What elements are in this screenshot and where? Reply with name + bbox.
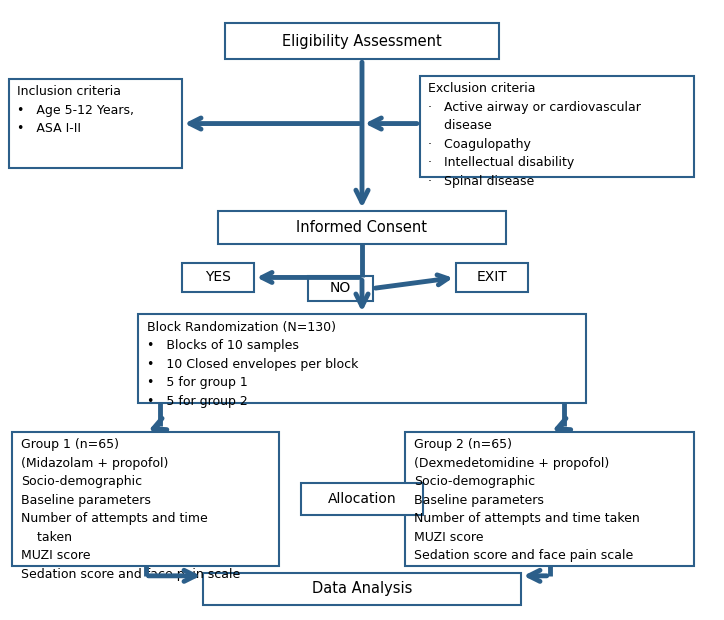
Text: YES: YES — [205, 270, 231, 285]
FancyBboxPatch shape — [456, 264, 528, 291]
FancyBboxPatch shape — [300, 484, 424, 515]
FancyBboxPatch shape — [9, 79, 182, 168]
FancyBboxPatch shape — [218, 211, 506, 244]
FancyBboxPatch shape — [308, 276, 373, 301]
FancyBboxPatch shape — [203, 573, 521, 605]
FancyBboxPatch shape — [405, 432, 694, 566]
Text: Block Randomization (N=130)
•   Blocks of 10 samples
•   10 Closed envelopes per: Block Randomization (N=130) • Blocks of … — [147, 321, 358, 407]
Text: NO: NO — [329, 281, 351, 296]
Text: Data Analysis: Data Analysis — [312, 582, 412, 596]
FancyBboxPatch shape — [420, 76, 694, 177]
FancyBboxPatch shape — [12, 432, 279, 566]
Text: Informed Consent: Informed Consent — [297, 220, 427, 235]
Text: Allocation: Allocation — [328, 492, 396, 506]
Text: EXIT: EXIT — [476, 270, 508, 285]
FancyBboxPatch shape — [182, 264, 254, 291]
FancyBboxPatch shape — [138, 314, 586, 403]
FancyBboxPatch shape — [225, 23, 499, 60]
Text: Exclusion criteria
·   Active airway or cardiovascular
    disease
·   Coagulopa: Exclusion criteria · Active airway or ca… — [429, 82, 641, 188]
Text: Inclusion criteria
•   Age 5-12 Years,
•   ASA I-II: Inclusion criteria • Age 5-12 Years, • A… — [17, 86, 134, 135]
Text: Group 2 (n=65)
(Dexmedetomidine + propofol)
Socio-demographic
Baseline parameter: Group 2 (n=65) (Dexmedetomidine + propof… — [414, 438, 640, 562]
Text: Group 1 (n=65)
(Midazolam + propofol)
Socio-demographic
Baseline parameters
Numb: Group 1 (n=65) (Midazolam + propofol) So… — [21, 438, 240, 580]
Text: Eligibility Assessment: Eligibility Assessment — [282, 33, 442, 48]
